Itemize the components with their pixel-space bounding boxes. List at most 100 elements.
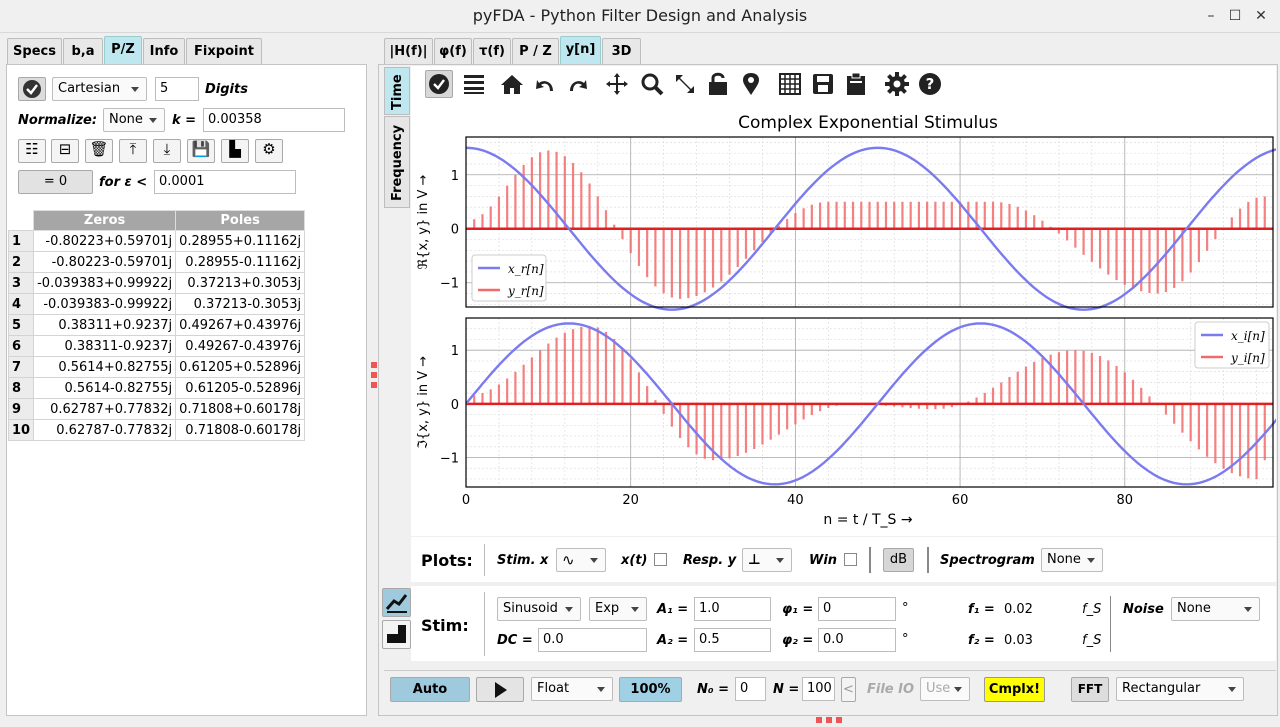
f2-field[interactable]: 0.03 [1004,633,1033,648]
table-row[interactable]: 9 0.62787+0.77832j 0.71808+0.60178j [7,398,306,420]
noise-select[interactable]: None [1171,597,1260,621]
bottom-splitter-handle[interactable] [815,712,843,723]
table-row[interactable]: 3 -0.039383+0.99922j 0.37213+0.3053j [7,272,306,294]
table-row[interactable]: 5 0.38311+0.9237j 0.49267+0.43976j [7,314,306,336]
tab-magnitude[interactable]: |H(f)| [384,38,433,65]
digits-spinbox[interactable]: 5 [155,77,199,101]
fft-button[interactable]: FFT [1071,677,1109,702]
undo-icon[interactable] [531,70,559,98]
table-row[interactable]: 1 -0.80223+0.59701j 0.28955+0.11162j [7,230,306,252]
zero-cell[interactable]: 0.5614-0.82755j [33,377,177,399]
file-icon[interactable]: ▙ [221,139,249,163]
zero-cell[interactable]: -0.80223+0.59701j [33,230,177,252]
tab-ba[interactable]: b,a [63,38,103,65]
use-select[interactable]: Use [920,677,970,701]
zero-cell[interactable]: -0.039383-0.99922j [33,293,177,315]
zero-cell[interactable]: -0.80223-0.59701j [33,251,177,273]
settings-icon[interactable]: ⚙ [255,139,283,163]
pole-cell[interactable]: 0.71808-0.60178j [175,419,306,441]
progress-percent[interactable]: 100% [619,677,682,702]
tab-group-delay[interactable]: τ(f) [473,38,511,65]
tab-frequency[interactable]: Frequency [384,116,410,208]
run-button[interactable] [476,677,524,702]
table-row[interactable]: 7 0.5614+0.82755j 0.61205+0.52896j [7,356,306,378]
show-table-icon[interactable]: ☷ [18,139,46,163]
chevron-left-icon[interactable]: < [841,677,856,702]
stim-type-select[interactable]: Sinusoid [497,597,581,621]
pole-cell[interactable]: 0.28955-0.11162j [175,251,306,273]
table-row[interactable]: 2 -0.80223-0.59701j 0.28955-0.11162j [7,251,306,273]
n0-field[interactable]: 0 [735,677,766,701]
close-icon[interactable]: ✕ [1255,8,1267,24]
splitter-handle[interactable] [370,360,378,390]
enable-checkbox[interactable] [18,77,46,101]
a2-field[interactable]: 0.5 [694,628,771,652]
settings-icon[interactable] [883,70,911,98]
tab-impulse[interactable]: y[n] [560,36,601,65]
normalize-select[interactable]: None [103,108,165,132]
phi1-field[interactable]: 0 [818,597,896,621]
resp-plot-style-select[interactable]: ⊥ [742,548,792,572]
complex-button[interactable]: Cmplx! [984,677,1045,702]
help-icon[interactable]: ? [916,70,944,98]
save-icon[interactable]: 💾 [187,139,215,163]
stim-step-icon[interactable] [382,620,411,649]
zero-cell[interactable]: -0.039383+0.99922j [33,272,177,294]
trash-icon[interactable]: 🗑 [85,139,113,163]
home-icon[interactable] [498,70,526,98]
save-icon[interactable] [809,70,837,98]
pole-cell[interactable]: 0.49267-0.43976j [175,335,306,357]
tab-fixpoint[interactable]: Fixpoint [186,38,262,65]
format-select[interactable]: Cartesian [52,77,147,101]
tab-info[interactable]: Info [143,38,185,65]
float-select[interactable]: Float [531,677,613,701]
db-toggle[interactable]: dB [883,548,914,572]
tab-specs[interactable]: Specs [7,38,62,65]
zero-cell[interactable]: 0.62787-0.77832j [33,419,177,441]
table-row[interactable]: 4 -0.039383-0.99922j 0.37213-0.3053j [7,293,306,315]
marker-icon[interactable] [737,70,765,98]
stim-plot-style-select[interactable]: ∿ [556,548,606,572]
grid-icon[interactable] [776,70,804,98]
clipboard-icon[interactable] [842,70,870,98]
zoom-icon[interactable] [638,70,666,98]
minimize-icon[interactable]: – [1207,8,1215,24]
list-icon[interactable] [460,70,488,98]
win-checkbox[interactable] [844,553,857,566]
a1-field[interactable]: 1.0 [694,597,771,621]
delete-row-icon[interactable]: ⊟ [51,139,79,163]
maximize-icon[interactable]: ☐ [1228,8,1242,24]
table-row[interactable]: 10 0.62787-0.77832j 0.71808-0.60178j [7,419,306,441]
stim-line-icon[interactable] [382,588,411,617]
tab-time[interactable]: Time [384,67,410,115]
set-zero-button[interactable]: = 0 [18,170,93,194]
pole-cell[interactable]: 0.28955+0.11162j [175,230,306,252]
xt-checkbox[interactable] [654,553,667,566]
load-icon[interactable]: ⤒ [119,139,147,163]
spectrogram-select[interactable]: None [1041,548,1103,572]
redo-icon[interactable] [564,70,592,98]
pole-cell[interactable]: 0.71808+0.60178j [175,398,306,420]
pan-icon[interactable] [603,70,631,98]
k-field[interactable]: 0.00358 [203,108,345,132]
table-row[interactable]: 8 0.5614-0.82755j 0.61205-0.52896j [7,377,306,399]
auto-button[interactable]: Auto [390,677,470,702]
zoom-full-icon[interactable] [671,70,699,98]
download-icon[interactable]: ⤓ [153,139,181,163]
zero-cell[interactable]: 0.5614+0.82755j [33,356,177,378]
checkmark-icon[interactable] [425,70,453,98]
dc-field[interactable]: 0.0 [538,628,647,652]
tab-3d[interactable]: 3D [602,38,641,65]
pole-cell[interactable]: 0.61205-0.52896j [175,377,306,399]
zero-cell[interactable]: 0.38311-0.9237j [33,335,177,357]
pole-cell[interactable]: 0.49267+0.43976j [175,314,306,336]
lock-icon[interactable] [704,70,732,98]
window-select[interactable]: Rectangular [1116,677,1244,701]
tab-pole-zero[interactable]: P / Z [512,38,559,65]
f1-field[interactable]: 0.02 [1004,602,1033,617]
tab-phase[interactable]: φ(f) [434,38,472,65]
stim-mod-select[interactable]: Exp [589,597,647,621]
zero-cell[interactable]: 0.62787+0.77832j [33,398,177,420]
tab-pz[interactable]: P/Z [104,36,142,65]
table-row[interactable]: 6 0.38311-0.9237j 0.49267-0.43976j [7,335,306,357]
